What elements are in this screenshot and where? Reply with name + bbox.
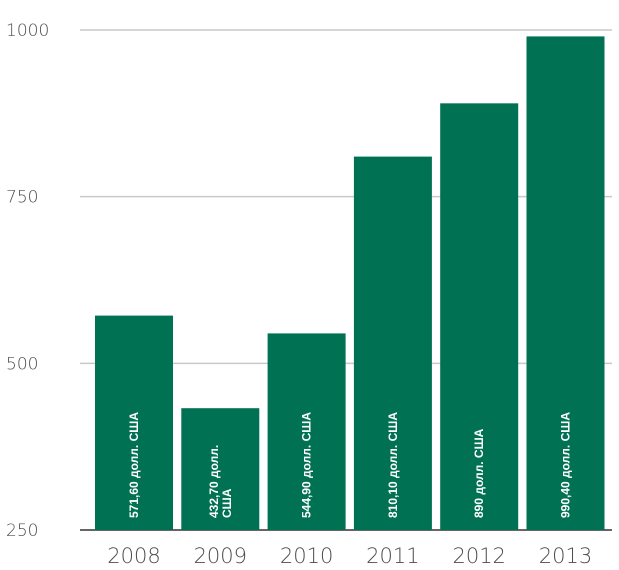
bar-value-label: 571,60 долл. США xyxy=(127,412,141,518)
bar-2011 xyxy=(353,156,432,530)
bar-2009 xyxy=(181,408,260,530)
bars xyxy=(95,36,605,531)
bar-value-label: 810,10 долл. США xyxy=(386,412,400,518)
y-tick-label: 250 xyxy=(6,521,38,541)
y-axis-tick-labels: 250 500 750 1000 xyxy=(6,21,49,541)
bar-value-label: 890 долл. США xyxy=(472,428,486,518)
x-tick-label: 2010 xyxy=(280,544,333,568)
x-tick-label: 2008 xyxy=(107,544,160,568)
bar-2012 xyxy=(440,103,519,530)
y-tick-label: 500 xyxy=(6,354,38,374)
bar-2010 xyxy=(267,333,346,530)
bar-value-label-line: 810,10 долл. США xyxy=(386,412,400,518)
bar-value-label-line: 432,70 долл. xyxy=(207,445,221,518)
x-tick-label: 2011 xyxy=(366,544,419,568)
y-tick-label: 1000 xyxy=(6,21,49,41)
bar-value-label: 990,40 долл. США xyxy=(559,412,573,518)
bar-value-label-line: 571,60 долл. США xyxy=(127,412,141,518)
bar-value-label-line: 990,40 долл. США xyxy=(559,412,573,518)
y-tick-label: 750 xyxy=(6,188,38,208)
bar-value-label: 544,90 долл. США xyxy=(300,412,314,518)
bar-value-label: 432,70 долл. США xyxy=(207,445,234,518)
bar-value-label-line: США xyxy=(220,488,234,518)
x-tick-label: 2009 xyxy=(194,544,247,568)
bar-value-label-line: 890 долл. США xyxy=(472,428,486,518)
x-axis-tick-labels: 2008 2009 2010 2011 2012 2013 xyxy=(107,544,592,568)
bar-value-label-line: 544,90 долл. США xyxy=(300,412,314,518)
x-tick-label: 2012 xyxy=(452,544,505,568)
x-tick-label: 2013 xyxy=(539,544,592,568)
bar-2013 xyxy=(526,36,605,531)
bar-value-labels: 571,60 долл. США 432,70 долл. США 544,90 до… xyxy=(127,412,573,518)
bar-2008 xyxy=(95,315,173,530)
